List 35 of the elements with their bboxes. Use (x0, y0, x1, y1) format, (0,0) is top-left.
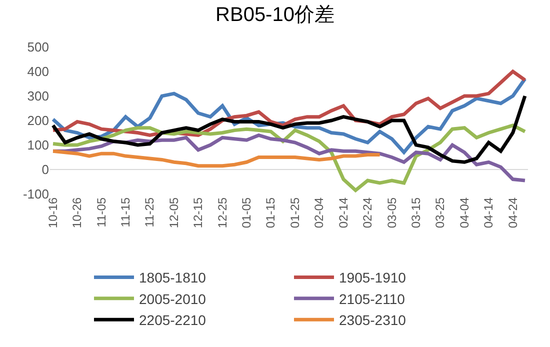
x-tick-label: 03-15 (408, 197, 423, 228)
legend-label: 1805-1810 (139, 270, 206, 286)
line-series (51, 94, 527, 164)
legend-label: 2105-2110 (339, 290, 406, 307)
x-tick-label: 01-15 (264, 197, 278, 228)
legend-label: 1905-1910 (339, 270, 406, 286)
x-tick-label: 04-14 (482, 197, 496, 228)
x-tick-label: 03-05 (384, 197, 399, 228)
legend-label: 2305-2310 (339, 312, 406, 328)
x-tick-label: 02-14 (336, 197, 350, 228)
x-tick-label: 01-25 (288, 197, 302, 228)
chart-title: RB05-10价差 (216, 4, 334, 26)
legend-label: 2205-2210 (139, 312, 206, 328)
x-tick-label: 12-15 (191, 197, 206, 228)
x-tick-label: 03-25 (433, 197, 448, 228)
x-tick-label: 04-04 (457, 197, 472, 228)
y-tick-label: 100 (27, 138, 49, 153)
x-tick-label: 01-05 (240, 197, 254, 228)
y-tick-label: 500 (27, 40, 49, 55)
x-tick-label: 02-04 (312, 197, 326, 228)
y-tick-label: 300 (27, 88, 49, 104)
x-tick-label: 11-05 (94, 197, 108, 228)
y-tick-label: 0 (42, 162, 49, 178)
x-tick-label: 02-24 (360, 197, 375, 228)
line-series (51, 149, 382, 168)
x-tick-label: 12-25 (215, 197, 230, 228)
legend-label: 2005-2010 (139, 290, 206, 307)
line-series (51, 124, 527, 192)
x-tick-label: 11-15 (118, 197, 133, 228)
x-tick-label: 12-05 (166, 197, 181, 228)
x-tick-label: 11-25 (142, 197, 157, 228)
y-tick-label: 400 (27, 64, 49, 80)
x-tick-label: 10-26 (70, 197, 84, 228)
y-tick-label: 200 (27, 113, 49, 128)
x-tick-label: 04-24 (506, 197, 520, 228)
